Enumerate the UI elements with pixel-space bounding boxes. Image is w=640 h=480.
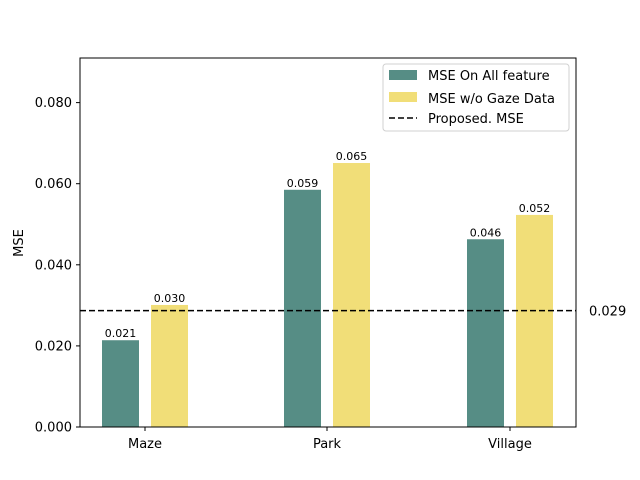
bar-park-series-0 [284, 189, 321, 427]
legend-label-all-feature: MSE On All feature [428, 69, 550, 84]
bars-layer [102, 163, 553, 427]
legend-label-wo-gaze: MSE w/o Gaze Data [428, 92, 555, 107]
reference-line-label: 0.029 [589, 305, 626, 320]
y-tick-label: 0.020 [35, 339, 72, 354]
y-axis-label: MSE [12, 229, 27, 257]
legend: MSE On All feature MSE w/o Gaze Data Pro… [382, 63, 570, 132]
x-tick-label: Park [313, 437, 342, 452]
bar-value-label: 0.065 [336, 150, 368, 163]
legend-box [382, 63, 570, 132]
legend-label-proposed-mse: Proposed. MSE [428, 112, 524, 127]
bar-park-series-1 [333, 163, 370, 427]
axes-frame [79, 57, 577, 428]
bar-value-label: 0.030 [154, 292, 186, 305]
x-tick-label: Maze [128, 437, 162, 452]
bar-value-label: 0.046 [470, 226, 502, 239]
y-tick-label: 0.080 [35, 96, 72, 111]
bar-labels-layer: 0.021 0.059 0.046 0.030 0.065 0.052 [105, 150, 551, 340]
y-tick-label: 0.000 [35, 421, 72, 436]
y-tick-label: 0.060 [35, 177, 72, 192]
legend-swatch-wo-gaze [389, 92, 417, 102]
bar-maze-series-1 [151, 304, 188, 427]
bar-village-series-0 [467, 239, 504, 427]
x-tick-label: Village [488, 437, 532, 452]
bar-maze-series-0 [102, 340, 139, 427]
bar-value-label: 0.059 [287, 177, 319, 190]
bar-value-label: 0.021 [105, 327, 137, 340]
y-axis-ticks: 0.000 0.020 0.040 0.060 0.080 [35, 96, 80, 436]
bar-value-label: 0.052 [519, 202, 551, 215]
x-axis-ticks: Maze Park Village [128, 427, 532, 452]
bar-village-series-1 [516, 214, 553, 427]
y-tick-label: 0.040 [35, 258, 72, 273]
legend-swatch-all-feature [389, 70, 417, 80]
